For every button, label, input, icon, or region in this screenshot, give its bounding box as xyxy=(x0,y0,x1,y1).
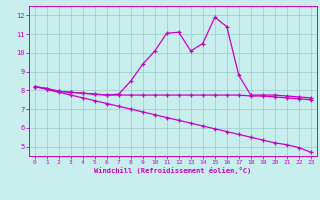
X-axis label: Windchill (Refroidissement éolien,°C): Windchill (Refroidissement éolien,°C) xyxy=(94,167,252,174)
